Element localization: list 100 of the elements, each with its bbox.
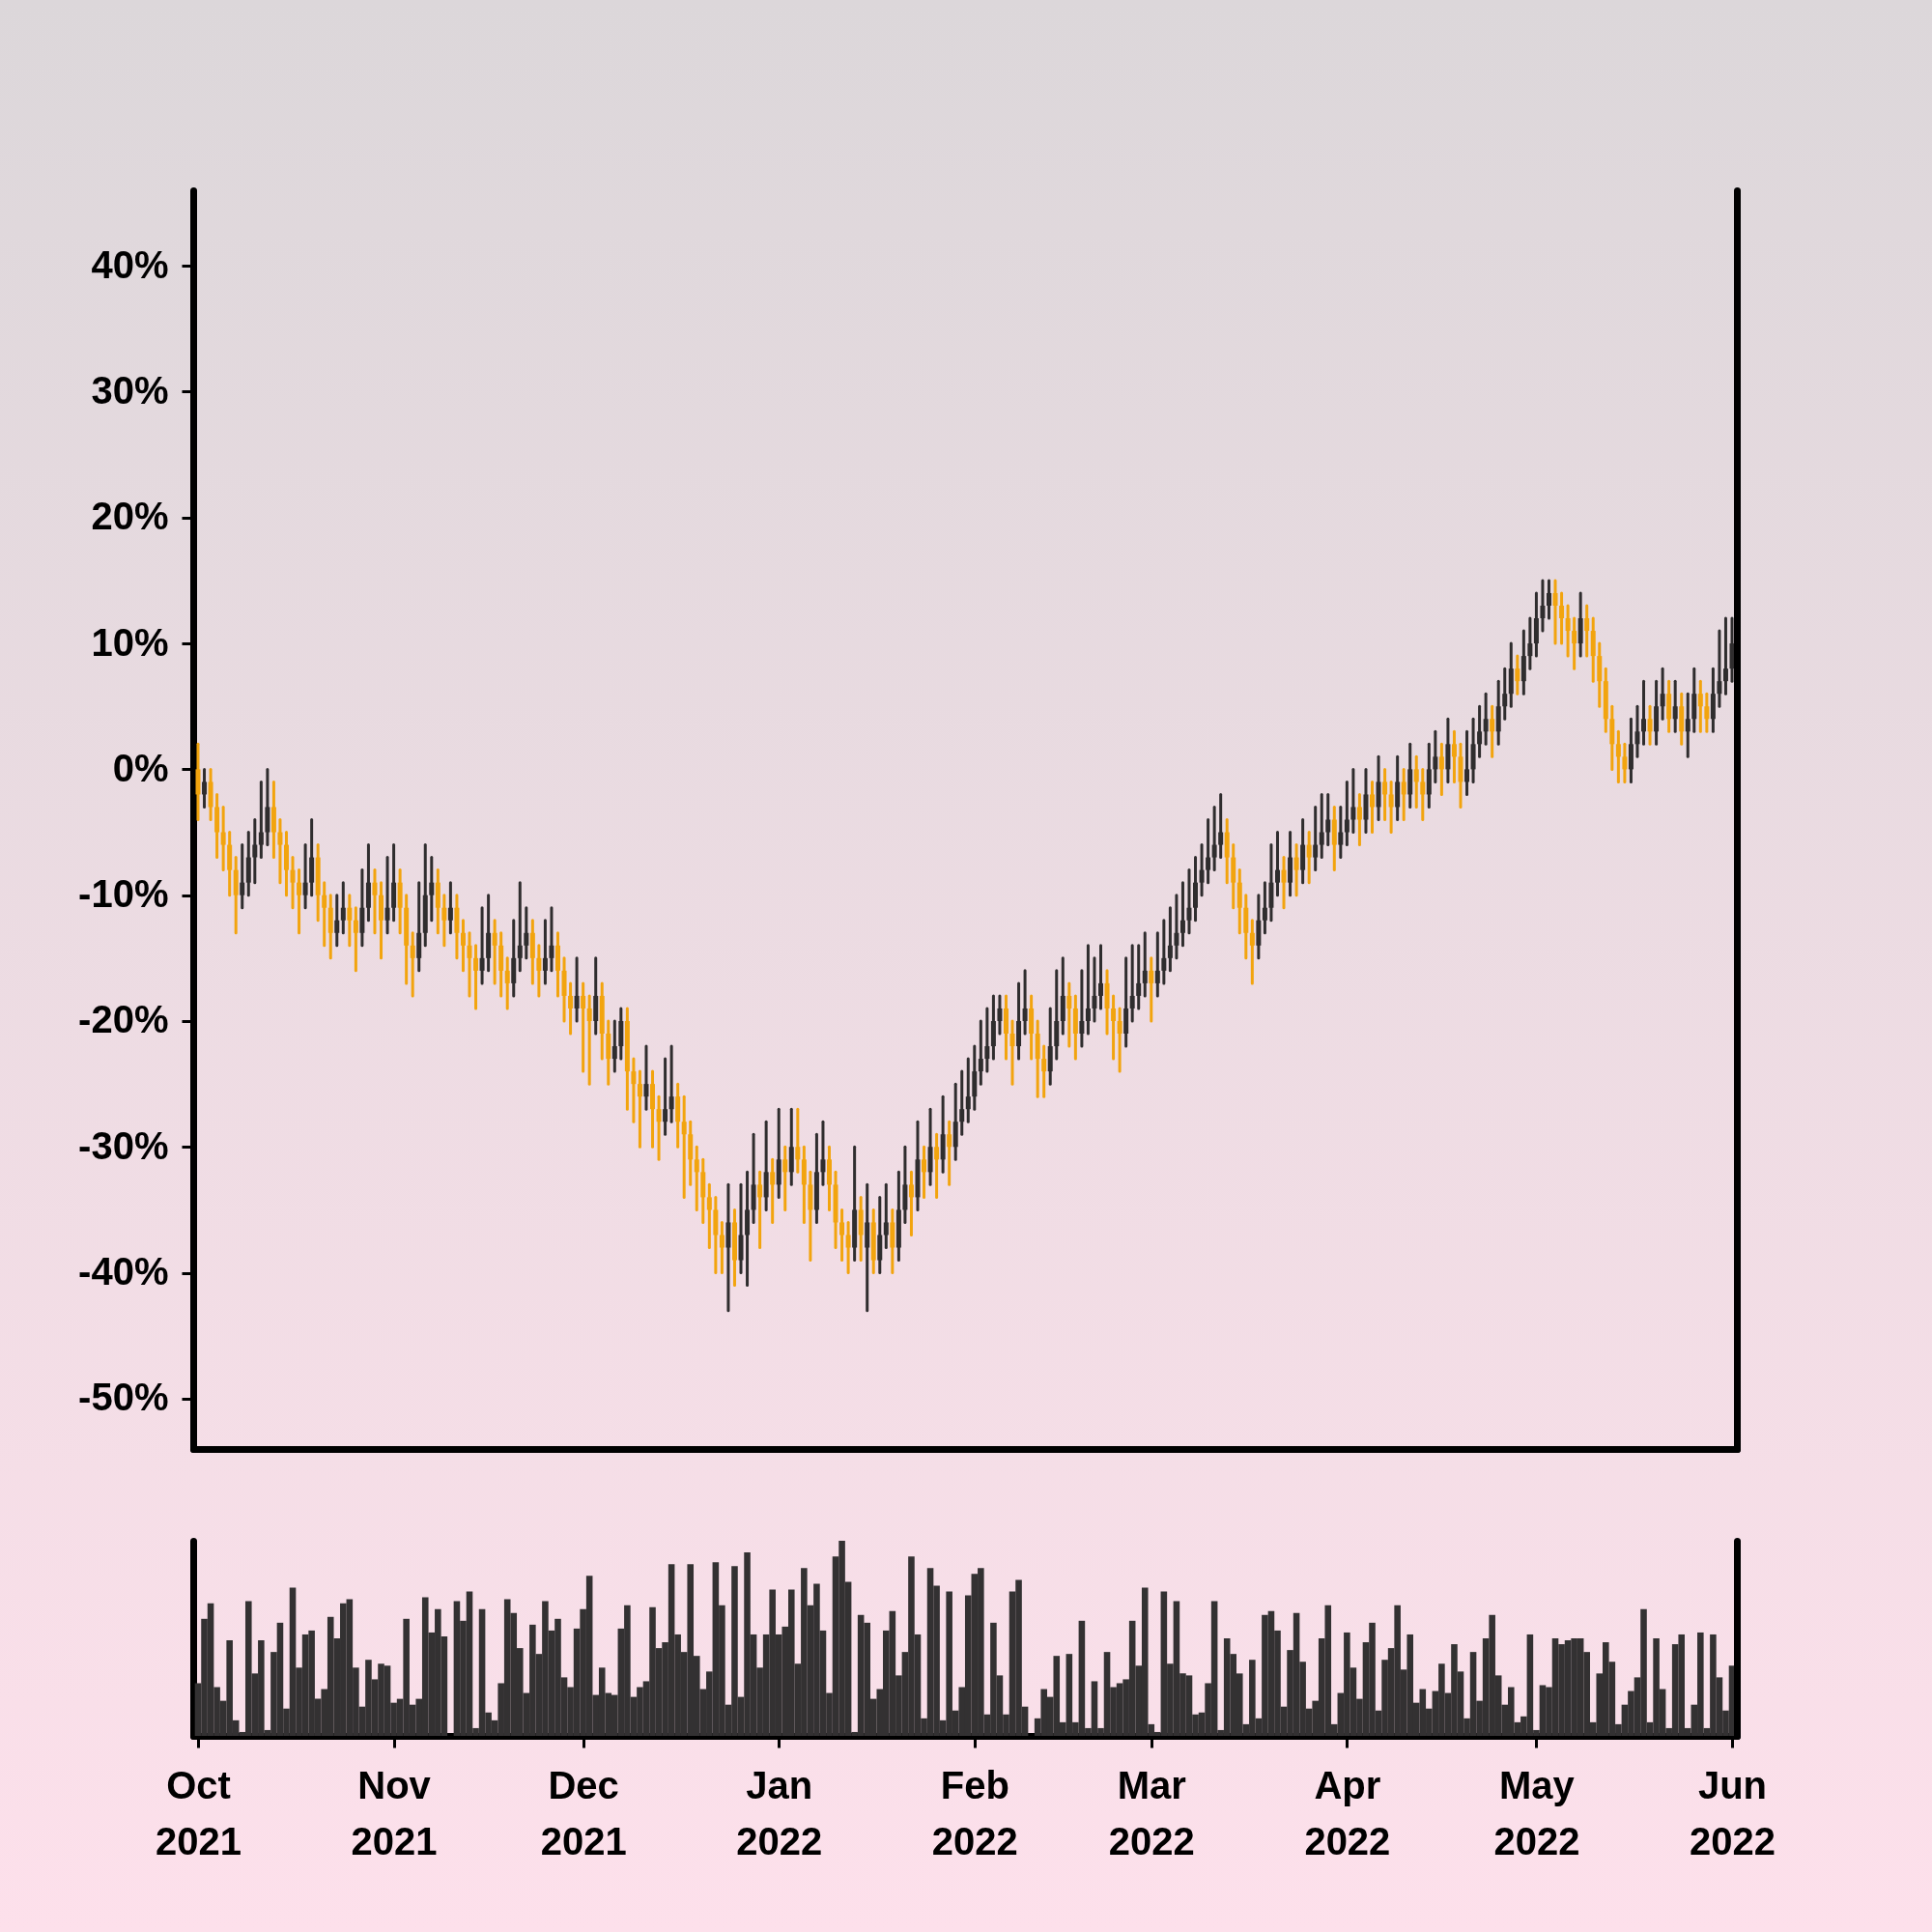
candlestick [252,818,258,885]
y-tick-label: 30% [91,368,169,412]
candlestick [353,906,358,973]
candlestick [1451,729,1457,783]
candlestick [1338,805,1344,860]
candlestick [1477,704,1483,758]
candlestick [795,1107,801,1174]
candlestick [1490,704,1495,758]
candlestick [883,1182,889,1250]
candlestick [1167,906,1173,973]
candlestick [1085,944,1091,1036]
candlestick [1722,616,1728,696]
candlestick [1572,616,1577,670]
candlestick [347,894,353,948]
y-tick-label: -40% [78,1250,169,1293]
candlestick [839,1208,845,1263]
candlestick [220,805,226,872]
candlestick [1136,944,1142,1010]
candlestick [1344,780,1350,847]
candlestick [694,1145,699,1211]
candlestick [1129,944,1135,1023]
candlestick [542,919,548,985]
candlestick [1199,843,1205,897]
y-tick-label: 20% [91,495,169,538]
candlestick [568,981,574,1036]
candlestick [1092,956,1097,1023]
candlestick [820,1120,826,1186]
candlestick [1206,818,1211,885]
x-tick-label: Jun 2022 [1690,1763,1776,1862]
candlestick [1502,667,1508,721]
y-tick-label: 40% [91,242,169,286]
candlestick [1186,868,1192,935]
candlestick [1142,931,1148,998]
candlestick [1293,843,1299,897]
candlestick [1306,831,1312,885]
y-tick-label: 10% [91,620,169,664]
candlestick [467,931,472,998]
candlestick [1540,579,1546,633]
candlestick [1313,805,1319,872]
candlestick [663,1057,668,1136]
candlestick [549,906,554,973]
candlestick [340,881,346,935]
candlestick [202,767,208,809]
candlestick [1154,931,1160,998]
candlestick [1117,1007,1122,1073]
candlestick [297,868,302,935]
candlestick [643,1044,649,1111]
candlestick [1622,742,1628,783]
candlestick [631,1057,637,1123]
candlestick [441,894,447,948]
candlestick [965,1057,971,1123]
candlestick [1388,780,1394,835]
candlestick [1641,679,1647,746]
candlestick [1401,767,1406,821]
candlestick [1584,604,1590,658]
candlestick [1274,831,1280,897]
candlestick [1356,792,1362,847]
candlestick [1350,767,1356,835]
candlestick [479,906,485,985]
candlestick [1009,1019,1015,1086]
candlestick [1149,956,1154,1023]
candlestick [322,881,327,948]
candlestick [1174,894,1179,960]
candlestick [719,1220,724,1275]
candlestick [473,944,479,1010]
candlestick [1111,994,1117,1061]
x-tick-label: Dec 2021 [540,1763,627,1862]
candlestick [1634,704,1640,758]
candlestick [681,1094,687,1199]
candlestick [1559,591,1565,645]
candlestick [581,981,586,1073]
candlestick [586,994,592,1086]
y-tick-label: -20% [78,998,169,1041]
candlestick [1420,767,1426,821]
candlestick [1438,742,1444,796]
candlestick [277,818,283,885]
candlestick [1672,679,1678,733]
candlestick [1464,729,1470,796]
candlestick [959,1069,965,1136]
candlestick [240,843,245,910]
candlestick [1552,579,1558,645]
candlestick [656,1094,662,1161]
candlestick [1218,792,1224,860]
y-tick-label: -30% [78,1123,169,1167]
candlestick [290,856,296,910]
candlestick [504,956,510,1010]
candlestick [1483,692,1489,746]
candlestick [1041,1044,1047,1098]
candlestick [1413,754,1419,809]
candlestick [302,843,308,910]
x-tick-label: Nov 2021 [351,1763,438,1862]
candlestick [429,856,435,923]
candlestick [934,1132,940,1199]
x-tick-label: May 2022 [1493,1763,1580,1862]
candlestick [1079,969,1085,1048]
candlestick [1685,692,1690,758]
candlestick [1319,792,1324,860]
candlestick [574,956,580,1023]
candlestick [1527,616,1533,670]
candlestick [984,1007,990,1073]
